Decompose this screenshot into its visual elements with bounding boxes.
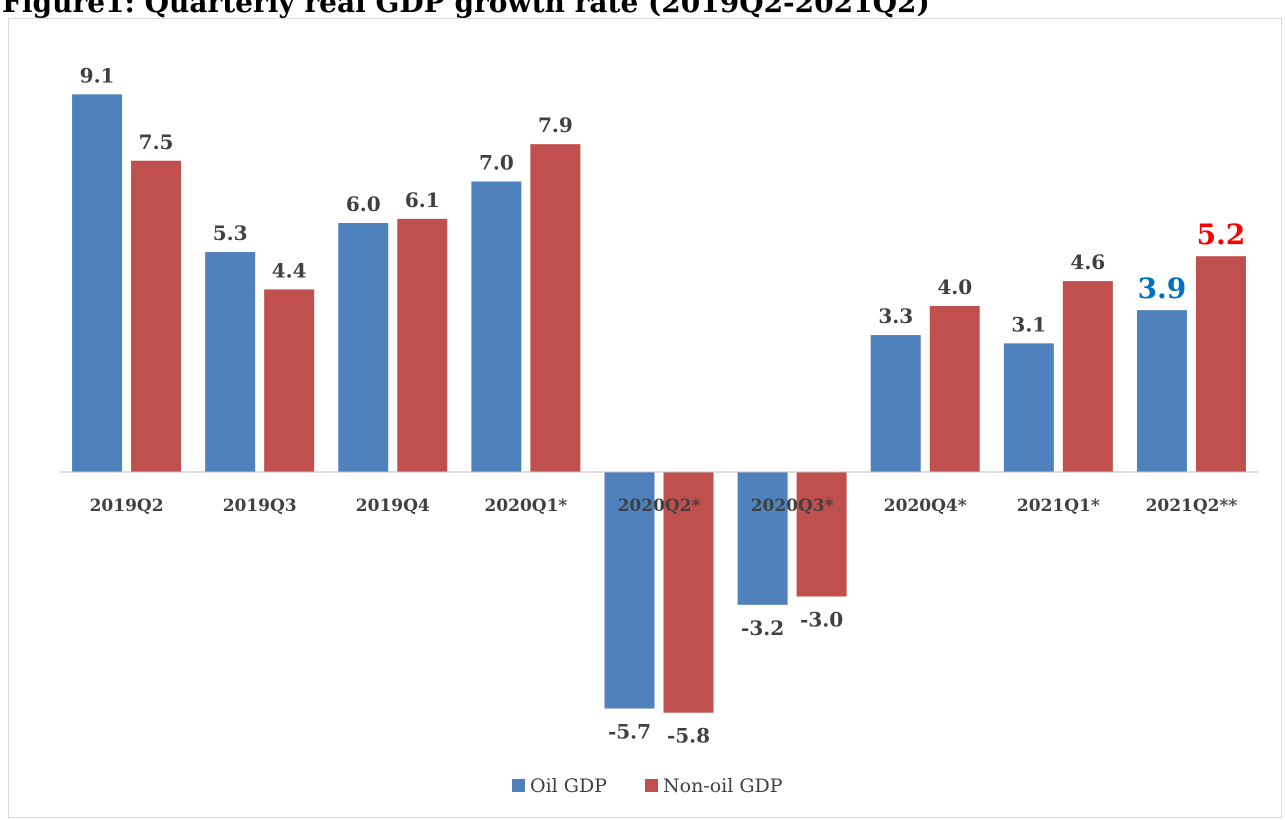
data-label-oil-2020Q4: 3.3	[878, 304, 913, 328]
x-tick-label: 2019Q2	[90, 496, 164, 516]
data-label-nonoil-2019Q2: 7.5	[139, 130, 174, 154]
x-tick-label: 2020Q1*	[484, 496, 567, 516]
data-label-oil-2019Q3: 5.3	[213, 221, 248, 245]
x-tick-label: 2020Q2*	[618, 496, 701, 516]
bar-oil-2019Q2	[72, 94, 123, 472]
bar-oil-2020Q3	[737, 472, 788, 605]
bar-oil-2020Q2	[604, 472, 655, 709]
data-label-oil-2020Q3: -3.2	[741, 616, 784, 640]
bar-nonoil-2019Q4	[397, 218, 448, 472]
bar-nonoil-2021Q1	[1062, 281, 1113, 472]
data-label-nonoil-2021Q2: 5.2	[1197, 218, 1246, 251]
x-tick-label: 2021Q2**	[1146, 496, 1238, 516]
data-label-nonoil-2020Q4: 4.0	[937, 275, 972, 299]
chart-title: Figure1: Quarterly real GDP growth rate …	[2, 0, 930, 19]
bar-oil-2020Q4	[870, 335, 921, 472]
data-label-nonoil-2020Q3: -3.0	[800, 608, 843, 632]
bar-oil-2019Q4	[338, 223, 389, 472]
legend-swatch-oil	[512, 779, 525, 792]
bar-nonoil-2019Q3	[264, 289, 315, 472]
x-tick-label: 2020Q4*	[884, 496, 967, 516]
data-label-nonoil-2019Q4: 6.1	[405, 188, 440, 212]
data-label-nonoil-2020Q1: 7.9	[538, 113, 573, 137]
bar-oil-2021Q2	[1136, 310, 1187, 472]
bar-nonoil-2019Q2	[131, 160, 182, 472]
bar-oil-2020Q1	[471, 181, 522, 472]
data-label-oil-2021Q1: 3.1	[1011, 312, 1046, 336]
legend-label-nonoil: Non-oil GDP	[663, 775, 783, 797]
data-label-oil-2020Q2: -5.7	[608, 720, 651, 744]
x-tick-label: 2021Q1*	[1017, 496, 1100, 516]
bar-nonoil-2020Q2	[663, 472, 714, 713]
bar-nonoil-2020Q3	[796, 472, 847, 597]
data-label-nonoil-2020Q2: -5.8	[667, 724, 710, 748]
data-label-nonoil-2019Q3: 4.4	[272, 258, 307, 282]
x-tick-label: 2020Q3*	[751, 496, 834, 516]
bar-oil-2019Q3	[205, 252, 256, 472]
bar-oil-2021Q1	[1003, 343, 1054, 472]
bar-nonoil-2020Q4	[929, 306, 980, 472]
bar-nonoil-2021Q2	[1195, 256, 1246, 472]
data-label-oil-2020Q1: 7.0	[479, 151, 514, 175]
x-tick-label: 2019Q3	[223, 496, 297, 516]
data-label-oil-2019Q4: 6.0	[346, 192, 381, 216]
data-label-oil-2019Q2: 9.1	[80, 63, 115, 87]
data-label-oil-2021Q2: 3.9	[1138, 272, 1187, 305]
legend: Oil GDP Non-oil GDP	[512, 775, 783, 797]
x-tick-label: 2019Q4	[356, 496, 430, 516]
data-label-nonoil-2021Q1: 4.6	[1070, 250, 1105, 274]
legend-swatch-nonoil	[645, 779, 658, 792]
legend-label-oil: Oil GDP	[530, 775, 607, 797]
bar-nonoil-2020Q1	[530, 144, 581, 472]
